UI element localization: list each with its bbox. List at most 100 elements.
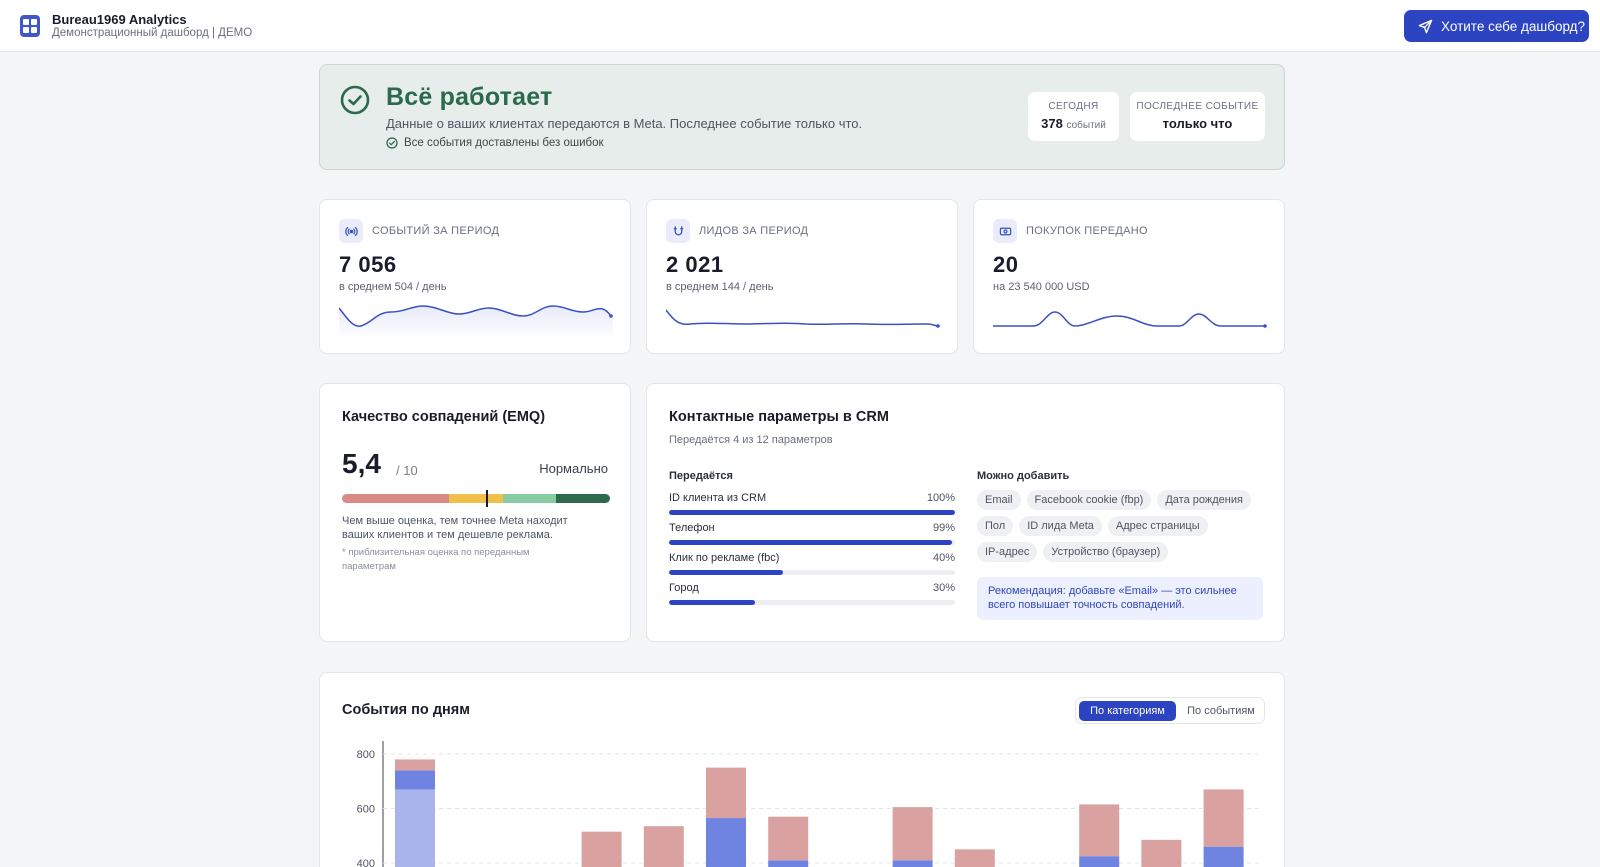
param-fill [669, 600, 755, 605]
status-text: Данные о ваших клиентах передаются в Met… [386, 116, 863, 131]
today-label: СЕГОДНЯ [1048, 101, 1099, 112]
param-name: Город [669, 582, 699, 594]
emq-level: Нормально [539, 461, 608, 476]
bar-segment[interactable] [1079, 856, 1120, 867]
bar-segment[interactable] [643, 826, 684, 867]
last-event-label: ПОСЛЕДНЕЕ СОБЫТИЕ [1136, 101, 1259, 112]
bar-segment[interactable] [892, 860, 933, 867]
today-value: 378 [1041, 116, 1063, 131]
y-tick-label: 600 [357, 804, 375, 816]
recommendation: Рекомендация: добавьте «Email» — это сил… [977, 577, 1263, 620]
emq-max: / 10 [396, 463, 418, 478]
bar-segment[interactable] [395, 770, 435, 790]
bar-segment[interactable] [395, 759, 435, 771]
send-icon [1418, 19, 1433, 33]
bar-segment[interactable] [1203, 789, 1244, 847]
events-bar-chart: 800 600 400 [357, 741, 1260, 867]
bar-segment[interactable] [892, 807, 933, 861]
cta-label: Хотите себе дашборд? [1441, 18, 1586, 34]
emq-marker [485, 490, 488, 507]
emq-segment [556, 494, 610, 503]
param-chip[interactable]: Дата рождения [1157, 490, 1251, 510]
param-fill [669, 540, 953, 545]
bar-segment[interactable] [1203, 846, 1244, 867]
bar-segment[interactable] [581, 831, 622, 867]
brand-title: Bureau1969 Analytics [52, 12, 187, 27]
toggle-by-events[interactable]: По событиям [1187, 705, 1255, 717]
view-toggle: По категориям По событиям [1075, 697, 1265, 724]
param-track [669, 570, 955, 575]
brand-subtitle: Демонстрационный дашборд | ДЕМО [52, 27, 253, 39]
bar-segment[interactable] [1079, 804, 1120, 857]
emq-title: Качество совпадений (EMQ) [342, 409, 546, 425]
bar-segment[interactable] [1141, 839, 1182, 867]
param-chip[interactable]: Пол [977, 516, 1014, 536]
param-chip[interactable]: Email [977, 490, 1021, 510]
status-note: Все события доставлены без ошибок [386, 137, 604, 149]
param-percent: 100% [926, 492, 955, 504]
check-circle-icon [340, 85, 370, 115]
status-title: Всё работает [386, 83, 553, 111]
param-chip[interactable]: Устройство (браузер) [1043, 542, 1169, 562]
param-chip[interactable]: ID лида Meta [1019, 516, 1102, 536]
kpi-label: СОБЫТИЙ ЗА ПЕРИОД [372, 225, 500, 237]
param-chip[interactable]: Facebook cookie (fbp) [1026, 490, 1152, 510]
emq-segment [502, 494, 557, 503]
param-track [669, 510, 955, 515]
crm-title: Контактные параметры в CRM [669, 409, 889, 425]
broadcast-icon [339, 219, 363, 243]
param-row: ID клиента из CRM 100% [669, 492, 955, 515]
today-stat: СЕГОДНЯ 378 событий [1028, 92, 1119, 141]
check-small-icon [386, 137, 398, 149]
last-event-value: только что [1162, 116, 1233, 131]
get-dashboard-button[interactable]: Хотите себе дашборд? [1404, 10, 1589, 42]
param-chip[interactable]: IP-адрес [977, 542, 1038, 562]
bar-segment[interactable] [706, 818, 746, 867]
param-name: ID клиента из CRM [669, 492, 767, 504]
kpi-subtext: в среднем 504 / день [339, 281, 447, 293]
param-chip[interactable]: Адрес страницы [1107, 516, 1208, 536]
crm-card: Контактные параметры в CRM Передаётся 4 … [646, 383, 1285, 642]
bar-segment[interactable] [954, 849, 995, 867]
kpi-value: 20 [993, 252, 1019, 277]
param-track [669, 540, 955, 545]
available-params: Email Facebook cookie (fbp) Дата рождени… [977, 490, 1267, 562]
emq-card: Качество совпадений (EMQ) 5,4 / 10 Норма… [319, 383, 631, 642]
kpi-value: 2 021 [666, 252, 724, 277]
toggle-by-categories[interactable]: По категориям [1079, 701, 1176, 721]
kpi-card-purchases: ПОКУПОК ПЕРЕДАНО 20 на 23 540 000 USD [973, 199, 1285, 354]
emq-scale [342, 494, 610, 503]
bar-segment[interactable] [768, 860, 809, 867]
param-row: Клик по рекламе (fbc) 40% [669, 552, 955, 575]
bar-segment[interactable] [768, 816, 809, 861]
emq-footnote: * приблизительная оценка по переданным п… [342, 547, 530, 572]
sparkline-events [339, 305, 613, 340]
bar-segment[interactable] [395, 789, 435, 867]
param-percent: 99% [932, 522, 955, 534]
status-banner: Всё работает Данные о ваших клиентах пер… [319, 64, 1285, 170]
param-fill [669, 570, 784, 575]
sent-heading: Передаётся [669, 470, 733, 482]
money-icon [993, 219, 1017, 243]
emq-segment [342, 494, 450, 503]
kpi-subtext: на 23 540 000 USD [993, 281, 1090, 293]
kpi-label: ЛИДОВ ЗА ПЕРИОД [699, 225, 809, 237]
emq-segment [449, 494, 503, 503]
status-note-text: Все события доставлены без ошибок [404, 137, 604, 149]
param-name: Телефон [669, 522, 715, 534]
kpi-card-events: СОБЫТИЙ ЗА ПЕРИОД 7 056 в среднем 504 / … [319, 199, 631, 354]
param-row: Город 30% [669, 582, 955, 605]
sparkline-leads [666, 309, 940, 328]
param-name: Клик по рекламе (fbc) [669, 552, 780, 564]
events-by-day-card: События по дням По категориям По события… [319, 672, 1285, 867]
top-bar: Bureau1969 Analytics Демонстрационный да… [0, 0, 1600, 52]
add-heading: Можно добавить [977, 470, 1070, 482]
bar-segment[interactable] [706, 767, 746, 819]
y-tick-label: 400 [357, 858, 375, 867]
magnet-icon [666, 219, 690, 243]
emq-score: 5,4 [342, 448, 381, 479]
y-tick-label: 800 [357, 749, 375, 761]
logo [20, 15, 40, 37]
param-track [669, 600, 955, 605]
param-fill [669, 510, 955, 515]
